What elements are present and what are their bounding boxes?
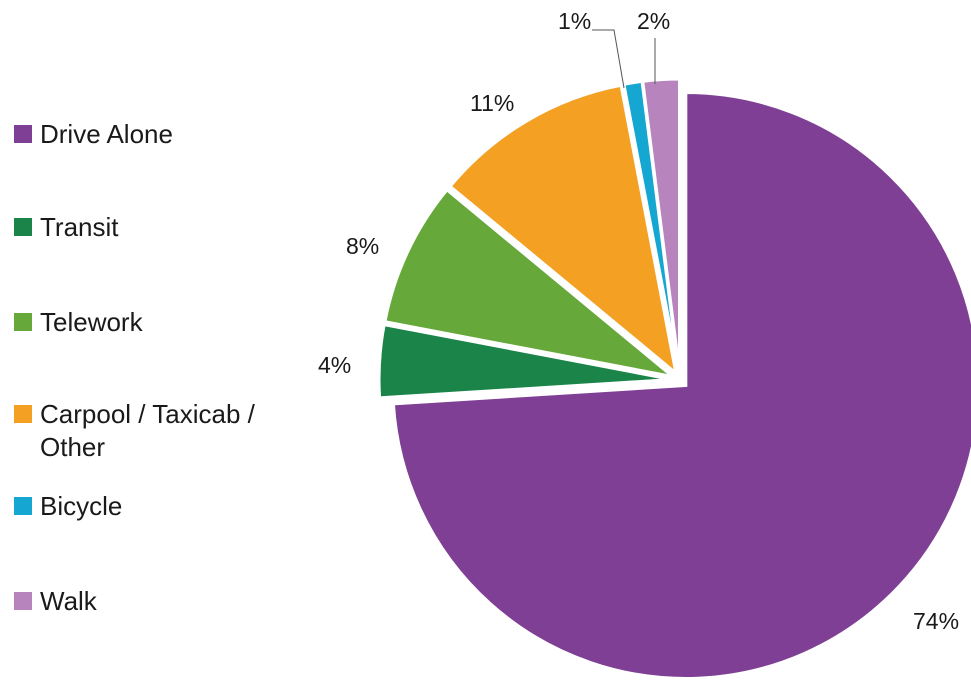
data-label-drive-alone: 74% xyxy=(913,608,960,634)
leader-line-bicycle xyxy=(592,29,625,89)
legend-label: Carpool / Taxicab / Other xyxy=(40,399,255,462)
data-label-transit: 4% xyxy=(318,352,352,378)
legend-label: Walk xyxy=(40,586,97,616)
legend-label: Telework xyxy=(40,307,143,337)
legend-item-transit: Transit xyxy=(14,211,320,244)
legend-swatch xyxy=(14,497,32,515)
pie-slice-telework xyxy=(383,187,674,379)
legend-swatch xyxy=(14,313,32,331)
data-label-carpool-taxicab-other: 11% xyxy=(470,90,515,116)
legend-label: Bicycle xyxy=(40,491,123,521)
pie-slice-transit xyxy=(377,322,673,400)
legend-label: Transit xyxy=(40,212,119,242)
pie-slice-drive-alone xyxy=(391,90,971,680)
legend-item-drive-alone: Drive Alone xyxy=(14,118,320,151)
legend-swatch xyxy=(14,218,32,236)
legend-swatch xyxy=(14,592,32,610)
pie-slice-carpool-taxicab-other xyxy=(448,83,679,377)
legend-item-bicycle: Bicycle xyxy=(14,490,320,523)
pie-slice-walk xyxy=(641,77,681,373)
legend-swatch xyxy=(14,405,32,423)
data-label-bicycle: 1% xyxy=(558,8,592,34)
legend-label: Drive Alone xyxy=(40,119,173,149)
legend-item-carpool-taxicab-other: Carpool / Taxicab / Other xyxy=(14,398,310,464)
legend-item-walk: Walk xyxy=(14,585,320,618)
data-label-walk: 2% xyxy=(637,8,671,34)
legend-item-telework: Telework xyxy=(14,306,320,339)
legend-swatch xyxy=(14,125,32,143)
data-label-telework: 8% xyxy=(346,233,380,259)
